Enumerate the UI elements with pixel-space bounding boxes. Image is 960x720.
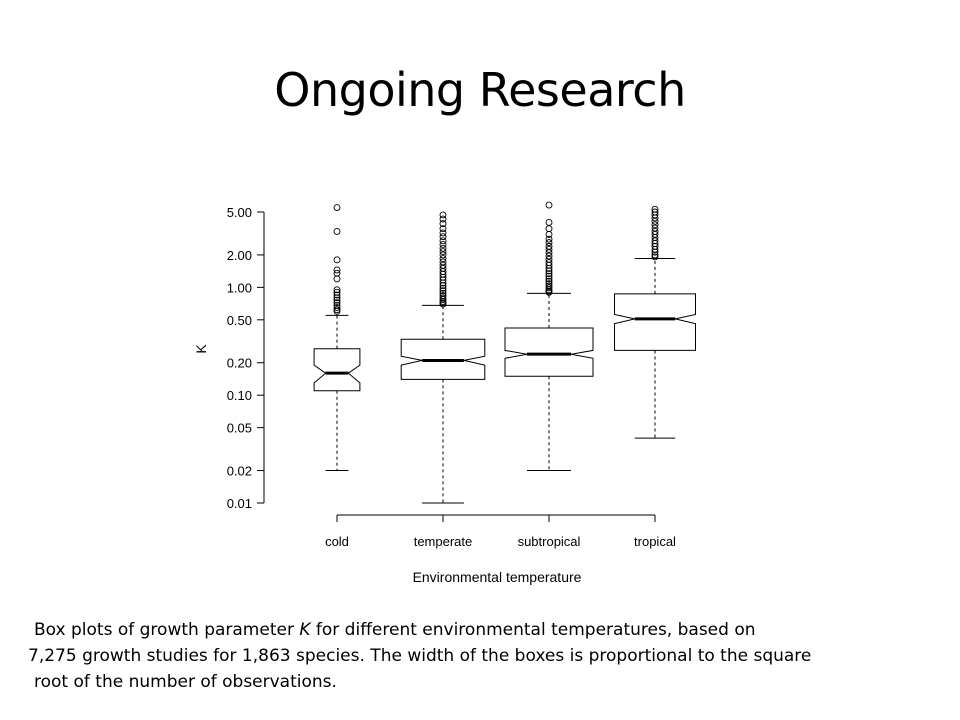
- outlier-point: [333, 291, 341, 299]
- outlier-point: [333, 294, 341, 302]
- outlier-point: [545, 225, 553, 233]
- outlier-point: [439, 244, 447, 252]
- y-tick-label: 0.02: [227, 464, 252, 479]
- x-tick-label: cold: [325, 534, 349, 549]
- outlier-point: [333, 204, 341, 211]
- outlier-point: [439, 215, 447, 223]
- outlier-point: [545, 249, 553, 257]
- caption-line-1-start: Box plots of growth parameter: [34, 620, 300, 640]
- outlier-point: [333, 304, 341, 311]
- outlier-point: [333, 296, 341, 304]
- outlier-point: [333, 307, 341, 315]
- y-axis-label: K: [193, 344, 209, 354]
- outlier-point: [545, 284, 553, 292]
- box-temperate: [400, 211, 486, 504]
- box-tropical: [614, 205, 696, 439]
- y-axis: 5.00 2.00 1.00 0.50 0.20 0.10 0.05 0.02 0.01: [227, 205, 265, 511]
- slide-title: Ongoing Research: [274, 63, 686, 117]
- outlier-point: [545, 264, 553, 272]
- outlier-point: [545, 275, 553, 283]
- outlier-point: [545, 270, 553, 278]
- outlier-point: [439, 220, 447, 228]
- outlier-point: [651, 245, 659, 253]
- outlier-point: [439, 237, 447, 245]
- caption-line-2: 7,275 growth studies for 1,863 species. …: [28, 646, 812, 666]
- outlier-point: [545, 245, 553, 253]
- boxplot-chart: 5.00 2.00 1.00 0.50 0.20 0.10 0.05 0.02 0.01 col…: [193, 201, 696, 585]
- outlier-point: [545, 277, 553, 285]
- outlier-point: [545, 235, 553, 243]
- outlier-point: [333, 286, 341, 294]
- outlier-point: [333, 256, 341, 264]
- y-tick-label: 0.20: [227, 356, 252, 371]
- outlier-point: [439, 233, 447, 241]
- outlier-point: [333, 288, 341, 296]
- caption-variable: K: [299, 620, 311, 640]
- outlier-point: [439, 284, 447, 292]
- box-cold: [313, 204, 361, 472]
- caption-line-1-end: for different environmental temperatures…: [310, 620, 756, 640]
- x-axis: cold temperate subtropical tropical: [325, 514, 676, 549]
- boxes-layer: [313, 201, 696, 504]
- outlier-point: [439, 282, 447, 289]
- outlier-point: [439, 287, 447, 295]
- outlier-point: [333, 269, 341, 277]
- y-tick-label: 0.50: [227, 313, 252, 328]
- outlier-point: [439, 241, 447, 248]
- outlier-point: [545, 288, 553, 296]
- outlier-point: [545, 230, 553, 238]
- y-tick-label: 0.05: [227, 421, 252, 436]
- outlier-point: [333, 228, 341, 235]
- outlier-point: [333, 266, 341, 274]
- outlier-point: [651, 248, 659, 256]
- outlier-point: [439, 248, 447, 255]
- outlier-point: [651, 217, 659, 225]
- outlier-point: [545, 272, 553, 280]
- outlier-point: [651, 221, 659, 229]
- outlier-point: [439, 229, 447, 237]
- figure-caption: Box plots of growth parameter K for diff…: [28, 617, 948, 695]
- notched-box: [313, 348, 361, 392]
- y-tick-label: 0.10: [227, 388, 252, 403]
- y-tick-label: 2.00: [227, 248, 252, 263]
- y-tick-label: 0.01: [227, 496, 252, 511]
- outlier-point: [651, 253, 659, 261]
- caption-line-3: root of the number of observations.: [34, 672, 337, 692]
- y-tick-label: 1.00: [227, 280, 252, 295]
- outlier-point: [651, 214, 659, 222]
- outlier-point: [439, 296, 447, 304]
- outlier-point: [439, 300, 447, 308]
- notched-box: [504, 327, 594, 377]
- outlier-point: [439, 211, 447, 219]
- outlier-point: [439, 276, 447, 284]
- x-tick-label: tropical: [634, 534, 676, 549]
- x-axis-label: Environmental temperature: [413, 569, 582, 585]
- caption-line-1: Box plots of growth parameter K for diff…: [28, 617, 948, 643]
- outlier-point: [545, 239, 553, 247]
- x-tick-label: temperate: [414, 534, 473, 549]
- x-tick-label: subtropical: [518, 534, 581, 549]
- outlier-point: [439, 251, 447, 259]
- outlier-point: [545, 201, 553, 209]
- y-tick-label: 5.00: [227, 205, 252, 220]
- outlier-point: [333, 299, 341, 307]
- notched-box: [614, 293, 696, 351]
- outlier-point: [545, 218, 553, 226]
- outlier-point: [439, 255, 447, 263]
- outlier-point: [651, 230, 659, 238]
- outlier-point: [651, 251, 659, 259]
- outlier-point: [333, 275, 341, 283]
- outlier-point: [545, 267, 553, 275]
- box-subtropical: [504, 201, 594, 472]
- outlier-point: [651, 237, 659, 245]
- outlier-point: [439, 225, 447, 233]
- outlier-point: [439, 279, 447, 287]
